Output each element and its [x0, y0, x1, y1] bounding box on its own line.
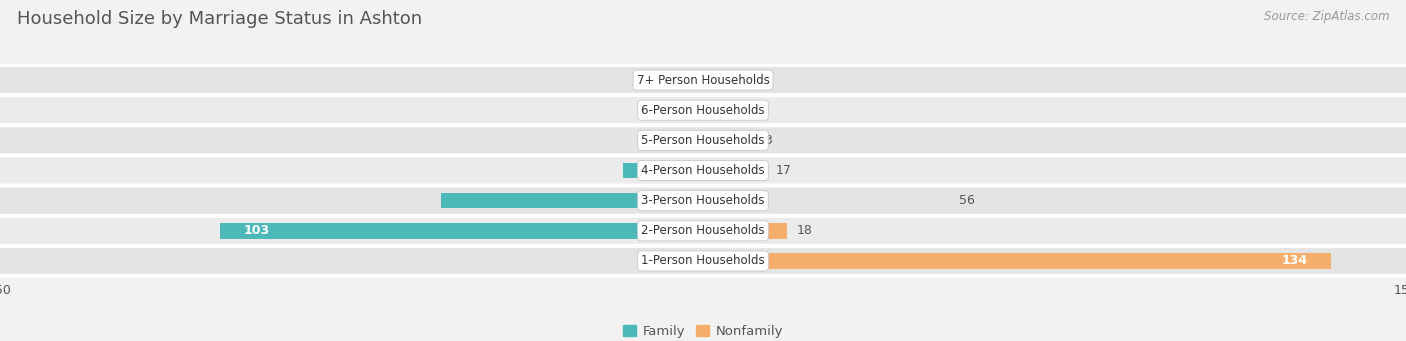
Text: Source: ZipAtlas.com: Source: ZipAtlas.com [1264, 10, 1389, 23]
Text: 13: 13 [758, 134, 773, 147]
Bar [665, 253, 703, 269]
Bar [703, 253, 1331, 269]
Text: 0: 0 [749, 134, 758, 147]
Bar [221, 223, 703, 239]
Text: 0: 0 [742, 254, 749, 267]
Text: 6-Person Households: 6-Person Households [641, 104, 765, 117]
Text: 4-Person Households: 4-Person Households [641, 164, 765, 177]
Text: 56: 56 [959, 194, 974, 207]
Text: 5-Person Households: 5-Person Households [641, 134, 765, 147]
FancyBboxPatch shape [0, 246, 1406, 276]
Text: 12: 12 [752, 104, 769, 117]
Legend: Family, Nonfamily: Family, Nonfamily [617, 319, 789, 341]
Text: 0: 0 [749, 74, 758, 87]
Text: Household Size by Marriage Status in Ashton: Household Size by Marriage Status in Ash… [17, 10, 422, 28]
Text: 0: 0 [742, 74, 749, 87]
Text: 103: 103 [243, 224, 270, 237]
Text: 18: 18 [797, 224, 813, 237]
Bar [703, 193, 741, 208]
Text: 17: 17 [776, 164, 792, 177]
Text: 134: 134 [1281, 254, 1308, 267]
Text: 2-Person Households: 2-Person Households [641, 224, 765, 237]
FancyBboxPatch shape [0, 95, 1406, 125]
Text: 3-Person Households: 3-Person Households [641, 194, 765, 207]
Bar [647, 102, 703, 118]
Bar [703, 163, 741, 178]
FancyBboxPatch shape [0, 156, 1406, 185]
Text: 7+ Person Households: 7+ Person Households [637, 74, 769, 87]
Bar [643, 133, 703, 148]
Text: 0: 0 [749, 104, 758, 117]
FancyBboxPatch shape [0, 186, 1406, 216]
Bar [703, 102, 741, 118]
Bar [703, 133, 741, 148]
FancyBboxPatch shape [0, 65, 1406, 95]
Bar [440, 193, 703, 208]
Text: 0: 0 [749, 194, 758, 207]
Bar [623, 163, 703, 178]
Bar [703, 223, 787, 239]
FancyBboxPatch shape [0, 216, 1406, 246]
Text: 0: 0 [749, 164, 758, 177]
FancyBboxPatch shape [0, 125, 1406, 155]
Bar [703, 72, 741, 88]
Bar [665, 72, 703, 88]
Text: 1-Person Households: 1-Person Households [641, 254, 765, 267]
